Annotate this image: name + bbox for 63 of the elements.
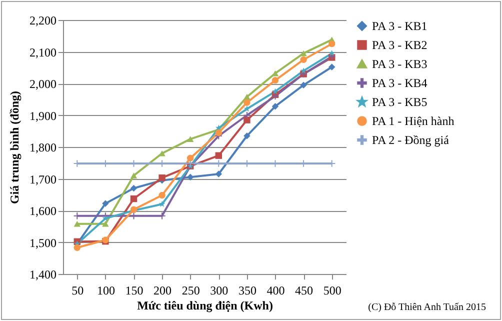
y-tick-label: 1,700 — [30, 172, 56, 186]
point — [215, 129, 222, 136]
point — [244, 94, 250, 100]
point — [272, 76, 279, 84]
point — [186, 136, 194, 142]
point — [74, 244, 81, 251]
point — [244, 106, 250, 112]
x-tick-label: 350 — [238, 284, 256, 298]
legend-label: PA 3 - KB5 — [372, 95, 428, 109]
y-axis-title: Giá trung bình (đồng) — [8, 90, 22, 204]
point — [300, 56, 307, 64]
point — [244, 112, 250, 119]
point — [102, 220, 109, 227]
point — [300, 50, 307, 56]
y-tick-label: 1,900 — [30, 108, 56, 123]
point — [244, 116, 250, 124]
point — [186, 160, 194, 167]
x-tick-label: 200 — [154, 284, 172, 298]
x-tick-label: 250 — [182, 284, 200, 298]
legend-label: PA 3 - KB2 — [372, 38, 428, 52]
point — [130, 184, 138, 192]
y-tick-label: 2,000 — [30, 77, 56, 91]
point — [215, 152, 222, 159]
legend-label: PA 3 - KB1 — [372, 19, 428, 33]
point — [244, 132, 250, 140]
legend-label: PA 3 - KB4 — [372, 76, 428, 90]
point — [328, 40, 336, 48]
point — [186, 174, 194, 181]
x-axis-title: Mức tiêu dùng điện (Kwh) — [137, 298, 273, 312]
point — [300, 82, 307, 88]
point — [130, 195, 138, 202]
point — [300, 67, 307, 74]
point — [272, 103, 279, 110]
point — [186, 154, 194, 162]
y-tick-label: 2,200 — [30, 14, 56, 28]
x-tick-label: 450 — [295, 284, 314, 298]
point — [244, 99, 250, 106]
point — [74, 220, 81, 227]
y-tick-label: 2,100 — [30, 45, 56, 60]
point — [102, 200, 109, 207]
x-tick-label: 500 — [323, 284, 342, 298]
point — [158, 200, 166, 207]
legend-label: PA 1 - Hiện hành — [372, 114, 454, 128]
point — [215, 170, 222, 178]
x-tick-label: 400 — [266, 284, 285, 298]
point — [130, 172, 138, 178]
text: (C) Đỗ Thiên Anh Tuấn 2015 — [368, 302, 486, 313]
point — [158, 150, 166, 156]
point — [328, 50, 336, 56]
y-tick-label: 1,800 — [30, 140, 56, 154]
point — [158, 174, 166, 182]
y-tick-label: 1,500 — [30, 236, 56, 250]
x-tick-label: 300 — [210, 284, 228, 298]
x-tick-label: 100 — [96, 284, 115, 298]
y-tick-label: 1,400 — [30, 268, 56, 282]
legend-label: PA 3 - KB3 — [372, 57, 428, 71]
legend-label: PA 2 - Đồng giá — [372, 133, 450, 147]
x-tick-label: 150 — [125, 284, 144, 298]
point — [158, 192, 166, 199]
point — [328, 64, 336, 70]
y-tick-label: 1,600 — [30, 204, 56, 218]
point — [272, 88, 278, 94]
x-tick-label: 50 — [72, 284, 84, 298]
